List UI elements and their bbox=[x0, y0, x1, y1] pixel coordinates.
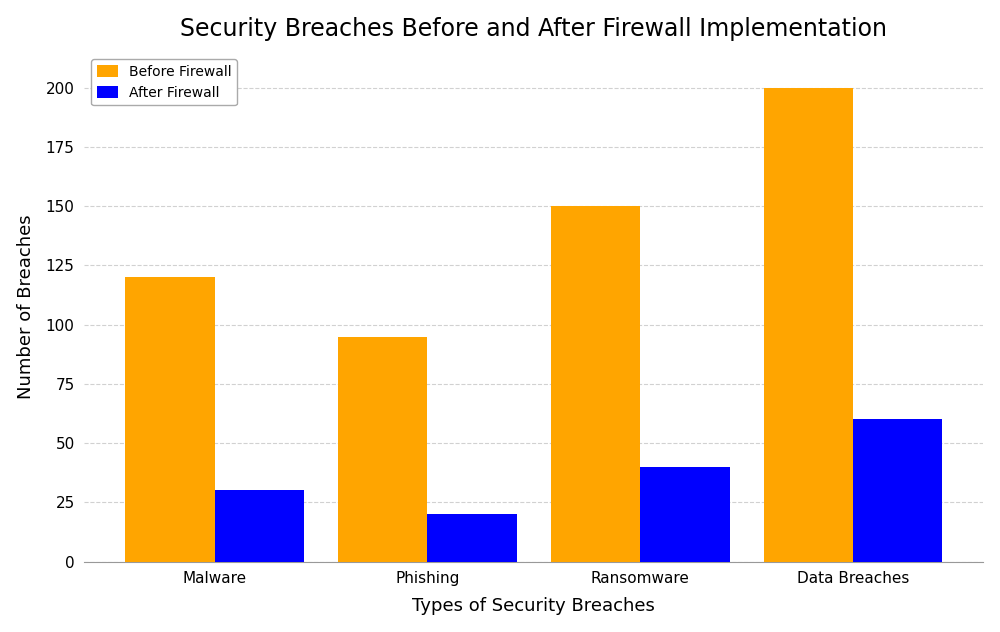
Bar bbox=[125, 277, 215, 561]
Bar bbox=[427, 514, 517, 561]
Bar bbox=[764, 88, 853, 561]
X-axis label: Types of Security Breaches: Types of Security Breaches bbox=[412, 597, 655, 616]
Bar bbox=[215, 490, 304, 561]
Legend: Before Firewall, After Firewall: Before Firewall, After Firewall bbox=[91, 59, 237, 106]
Bar bbox=[640, 467, 730, 561]
Y-axis label: Number of Breaches: Number of Breaches bbox=[17, 215, 35, 399]
Title: Security Breaches Before and After Firewall Implementation: Security Breaches Before and After Firew… bbox=[180, 16, 887, 40]
Bar bbox=[338, 336, 427, 561]
Bar bbox=[551, 206, 640, 561]
Bar bbox=[853, 420, 942, 561]
